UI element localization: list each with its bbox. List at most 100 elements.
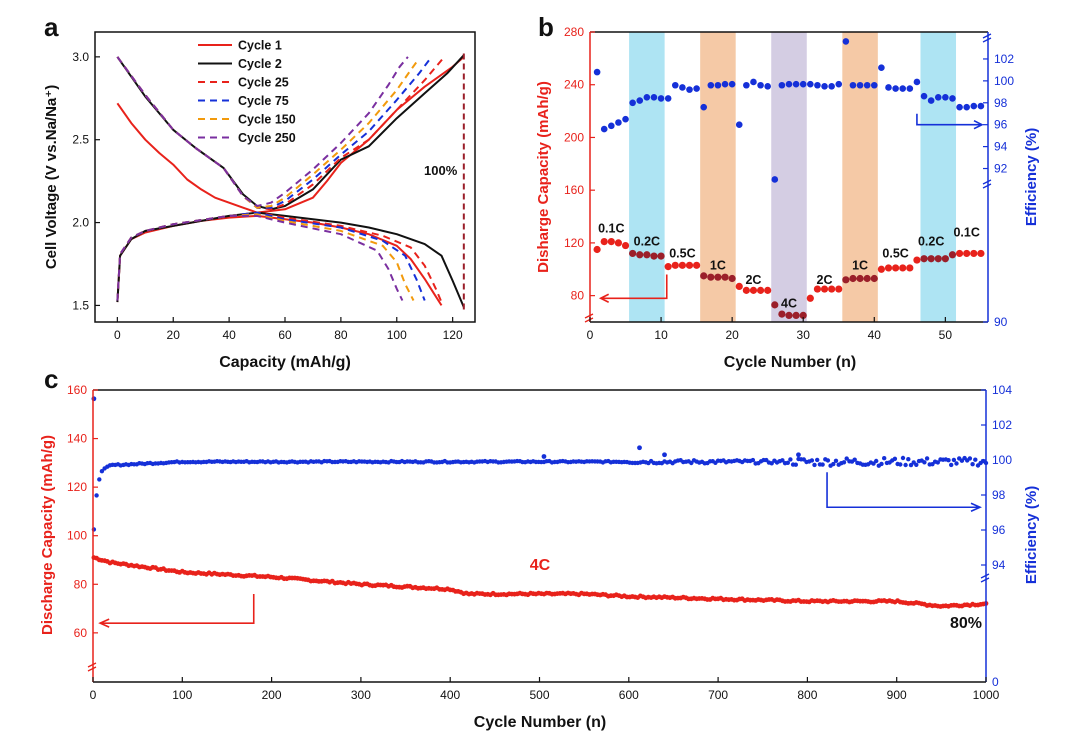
capacity-point xyxy=(913,256,921,264)
capacity-point xyxy=(806,294,814,302)
efficiency-outlier-point xyxy=(91,396,97,402)
capacity-point xyxy=(877,265,885,273)
y-right-tick-label: 94 xyxy=(992,558,1006,572)
panel-b-axes: 0 10 20 30 40 50 80 120 160 200 240 280 90 92 94 96 98 10… xyxy=(564,25,1014,342)
efficiency-outlier-point xyxy=(637,445,642,451)
capacity-point xyxy=(735,282,743,291)
y-left-tick-label: 280 xyxy=(564,25,584,39)
efficiency-point xyxy=(792,80,800,88)
capacity-point xyxy=(650,252,658,260)
x-tick-label: 500 xyxy=(529,688,549,702)
legend-label: Cycle 250 xyxy=(238,131,296,145)
capacity-point xyxy=(607,237,615,246)
efficiency-point xyxy=(785,460,790,465)
efficiency-point xyxy=(863,81,871,89)
panel-a-legend: Cycle 1 Cycle 2 Cycle 25 Cycle 75 Cycle 150 C… xyxy=(198,39,296,145)
capacity-point xyxy=(799,311,807,320)
efficiency-point xyxy=(898,462,903,467)
y-right-tick-label: 96 xyxy=(992,523,1006,537)
efficiency-point xyxy=(622,115,629,123)
efficiency-point xyxy=(689,460,694,466)
capacity-point xyxy=(693,261,701,269)
x-tick-label: 700 xyxy=(708,688,728,702)
x-tick-label: 200 xyxy=(262,688,282,702)
efficiency-point xyxy=(973,457,978,462)
efficiency-point xyxy=(815,457,820,463)
arrow-capacity-left xyxy=(100,594,255,624)
x-tick-label: 1000 xyxy=(973,688,1000,702)
efficiency-point xyxy=(949,95,956,102)
x-tick-label: 30 xyxy=(797,328,811,342)
y-right-tick-label: 100 xyxy=(992,453,1012,467)
capacity-point xyxy=(614,239,623,247)
y-left-tick-label: 200 xyxy=(564,130,584,144)
y-right-tick-label: 102 xyxy=(992,418,1012,432)
efficiency-point xyxy=(906,85,914,92)
efficiency-point xyxy=(778,81,786,89)
efficiency-point xyxy=(878,64,885,72)
capacity-point xyxy=(941,255,949,263)
capacity-point xyxy=(820,285,829,293)
x-tick-label: 300 xyxy=(351,688,371,702)
efficiency-point xyxy=(785,80,793,88)
rate-band xyxy=(842,32,878,322)
efficiency-point xyxy=(728,80,736,88)
efficiency-point xyxy=(707,81,715,89)
rate-label: 0.1C xyxy=(953,225,979,239)
y-tick-label: 2.0 xyxy=(72,216,89,230)
efficiency-point xyxy=(908,462,914,468)
capacity-point xyxy=(636,251,644,259)
capacity-point xyxy=(756,286,765,294)
axis-break-right xyxy=(980,573,990,583)
panel-c-ylabel-right: Efficiency (%) xyxy=(1023,486,1040,584)
efficiency-point xyxy=(914,462,919,467)
efficiency-point xyxy=(831,461,836,467)
panel-a-plot-area xyxy=(116,53,465,311)
efficiency-point xyxy=(643,94,651,101)
y-left-tick-label: 80 xyxy=(74,577,88,591)
panel-c-retention-label: 80% xyxy=(950,615,982,632)
efficiency-point xyxy=(679,84,686,91)
rate-band xyxy=(629,32,665,322)
panel-b-xlabel: Cycle Number (n) xyxy=(724,354,856,371)
rate-band xyxy=(920,32,957,322)
capacity-point xyxy=(934,255,942,263)
capacity-point xyxy=(771,301,779,309)
efficiency-point xyxy=(892,456,898,461)
efficiency-point xyxy=(927,97,935,104)
rate-label: 0.5C xyxy=(669,246,695,260)
legend-label: Cycle 2 xyxy=(238,57,282,71)
capacity-point xyxy=(899,264,907,272)
x-tick-label: 800 xyxy=(797,688,817,702)
legend-label: Cycle 1 xyxy=(238,39,282,53)
efficiency-point xyxy=(946,458,951,463)
y-right-tick-label: 98 xyxy=(994,96,1008,110)
efficiency-point xyxy=(954,461,959,466)
efficiency-point xyxy=(963,103,970,111)
panel-c-ylabel-left: Discharge Capacity (mAh/g) xyxy=(39,435,56,635)
x-tick-label: 10 xyxy=(654,328,668,342)
efficiency-point xyxy=(636,97,644,104)
efficiency-point xyxy=(842,38,850,45)
efficiency-point xyxy=(743,81,750,89)
efficiency-point xyxy=(833,458,839,463)
x-tick-label: 20 xyxy=(167,328,181,342)
capacity-point xyxy=(920,255,928,263)
x-tick-label: 100 xyxy=(172,688,192,702)
y-left-tick-label: 120 xyxy=(67,480,87,494)
efficiency-point xyxy=(814,81,821,89)
efficiency-point xyxy=(922,460,927,465)
efficiency-point xyxy=(812,462,817,468)
efficiency-point xyxy=(885,84,892,91)
efficiency-point xyxy=(693,85,700,92)
capacity-point xyxy=(835,285,843,293)
efficiency-point xyxy=(835,80,843,88)
x-tick-label: 900 xyxy=(887,688,907,702)
arrowhead-capacity-left xyxy=(98,618,110,628)
series-line-cycle-250-charge xyxy=(116,56,409,207)
x-tick-label: 400 xyxy=(440,688,460,702)
panel-a-xlabel: Capacity (mAh/g) xyxy=(219,354,351,371)
arrow-efficiency-right xyxy=(916,113,982,126)
